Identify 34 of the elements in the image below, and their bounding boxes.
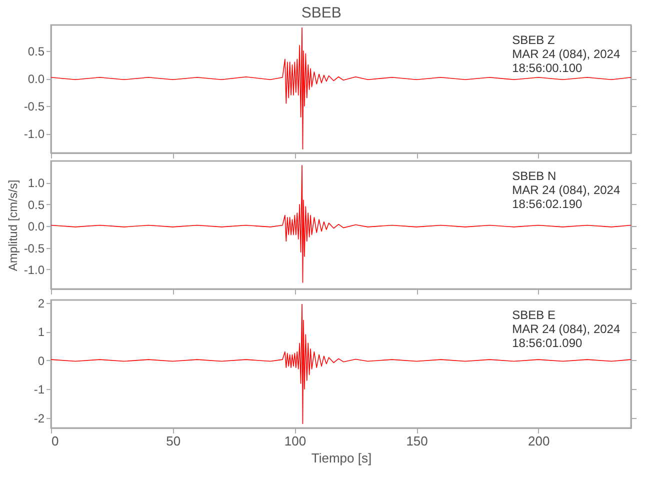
y-tick-label: 0 bbox=[38, 354, 45, 368]
annotation: 18:56:01.090 bbox=[512, 336, 582, 350]
annotation: MAR 24 (084), 2024 bbox=[512, 183, 620, 197]
line-series bbox=[50, 27, 632, 150]
y-tick-label: 0.5 bbox=[28, 44, 45, 58]
x-tick-label: 0 bbox=[52, 434, 59, 448]
x-tick-label: 100 bbox=[284, 434, 306, 448]
y-axis-title: Amplitud [cm/s/s] bbox=[6, 180, 20, 272]
y-tick-label: 1 bbox=[38, 325, 45, 340]
y-tick-label: 2 bbox=[38, 296, 45, 310]
annotation: MAR 24 (084), 2024 bbox=[512, 322, 620, 336]
y-tick-label: -1 bbox=[34, 382, 45, 397]
x-tick-label: 150 bbox=[406, 434, 428, 448]
x-tick-label: 50 bbox=[166, 434, 181, 448]
y-tick-label: 0.0 bbox=[28, 220, 45, 234]
y-tick-label: 0.5 bbox=[28, 198, 45, 212]
y-tick-label: 1.0 bbox=[28, 176, 45, 190]
y-tick-label: -0.5 bbox=[24, 241, 45, 256]
annotation: MAR 24 (084), 2024 bbox=[512, 47, 620, 61]
annotation: SBEB E bbox=[512, 308, 556, 322]
annotation: 18:56:00.100 bbox=[512, 61, 582, 75]
y-tick-label: -2 bbox=[34, 411, 45, 426]
y-tick-label: -0.5 bbox=[24, 100, 45, 114]
chart-title: SBEB bbox=[301, 4, 342, 22]
y-tick-label: -1.0 bbox=[24, 127, 45, 142]
line-series bbox=[50, 304, 632, 424]
y-tick-label: -1.0 bbox=[24, 262, 45, 277]
x-axis-title: Tiempo [s] bbox=[311, 450, 372, 466]
line-series bbox=[50, 164, 632, 283]
y-tick-label: 0.0 bbox=[28, 72, 45, 86]
annotation: SBEB N bbox=[512, 169, 556, 183]
x-tick-label: 200 bbox=[528, 434, 550, 448]
annotation: 18:56:02.190 bbox=[512, 197, 582, 211]
annotation: SBEB Z bbox=[512, 33, 555, 47]
